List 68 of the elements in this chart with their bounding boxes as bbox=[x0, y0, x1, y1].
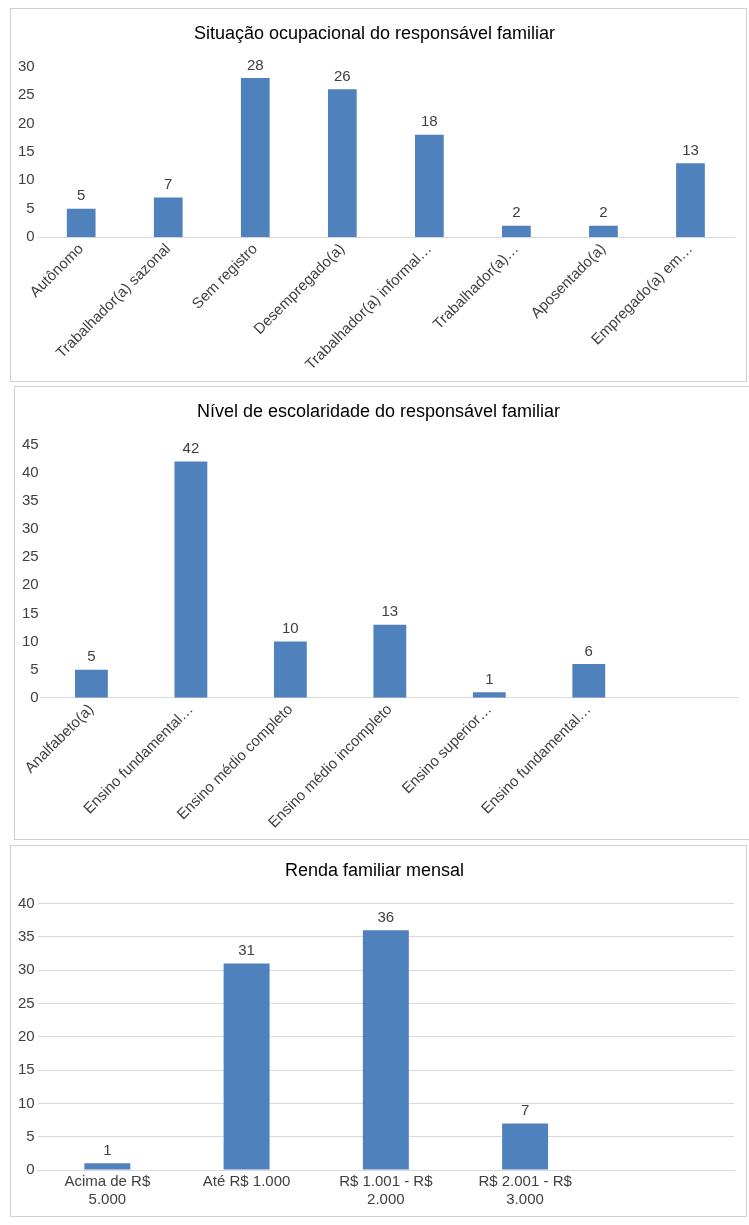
y-tick-label: 35 bbox=[22, 491, 39, 508]
y-tick-label: 0 bbox=[30, 687, 39, 705]
y-tick-label: 15 bbox=[18, 1060, 35, 1078]
data-label: 13 bbox=[381, 602, 399, 620]
data-label: 10 bbox=[282, 619, 299, 637]
data-label: 1 bbox=[103, 1140, 112, 1158]
y-tick-label: 0 bbox=[26, 227, 35, 245]
data-label: 2 bbox=[512, 203, 521, 221]
bar bbox=[572, 664, 606, 698]
x-tick-label: Até R$ 1.000 bbox=[202, 1172, 291, 1190]
bar bbox=[327, 89, 357, 238]
bar bbox=[373, 624, 407, 698]
chart-title: Situação ocupacional do responsável familiar bbox=[193, 22, 556, 43]
y-tick-label: 25 bbox=[18, 993, 35, 1011]
x-tick-label: Acima de R$ 5.000 bbox=[64, 1172, 151, 1208]
data-label: 1 bbox=[485, 669, 494, 687]
y-tick-label: 20 bbox=[18, 113, 35, 131]
y-tick-label: 40 bbox=[22, 462, 39, 480]
y-tick-label: 30 bbox=[18, 56, 35, 74]
data-label: 7 bbox=[164, 175, 173, 193]
y-tick-label: 20 bbox=[18, 1026, 35, 1044]
bar bbox=[153, 197, 183, 238]
chart-title: Nível de escolaridade do responsável familiar bbox=[196, 400, 561, 421]
bar bbox=[273, 641, 307, 698]
y-tick-label: 25 bbox=[22, 547, 39, 565]
bar bbox=[75, 669, 108, 698]
chart-title: Renda familiar mensal bbox=[284, 859, 465, 880]
bar bbox=[240, 77, 270, 238]
y-tick-label: 30 bbox=[22, 519, 39, 537]
data-label: 2 bbox=[599, 203, 608, 221]
bar bbox=[589, 225, 618, 238]
data-label: 5 bbox=[87, 647, 96, 665]
data-label: 13 bbox=[682, 140, 699, 158]
y-tick-label: 10 bbox=[18, 1093, 35, 1111]
data-label: 18 bbox=[421, 112, 438, 130]
y-tick-label: 15 bbox=[22, 603, 39, 621]
y-tick-label: 5 bbox=[26, 198, 35, 216]
bar bbox=[66, 208, 96, 238]
y-tick-label: 5 bbox=[30, 659, 39, 677]
data-label: 42 bbox=[182, 439, 200, 457]
y-tick-label: 0 bbox=[26, 1160, 35, 1178]
y-tick-label: 5 bbox=[26, 1126, 35, 1144]
y-tick-label: 40 bbox=[18, 893, 35, 911]
bar bbox=[502, 225, 531, 238]
x-tick-label: R$ 1.001 - R$ 2.000 bbox=[339, 1172, 434, 1208]
bar bbox=[174, 461, 208, 698]
y-tick-label: 15 bbox=[18, 142, 35, 160]
data-label: 36 bbox=[377, 907, 395, 925]
bar bbox=[84, 1163, 131, 1170]
y-tick-label: 10 bbox=[22, 631, 39, 649]
y-tick-label: 30 bbox=[18, 960, 35, 978]
bar bbox=[676, 163, 705, 238]
y-tick-label: 25 bbox=[18, 85, 35, 103]
y-tick-label: 20 bbox=[22, 575, 39, 593]
data-label: 28 bbox=[246, 55, 264, 73]
data-label: 7 bbox=[520, 1101, 530, 1119]
y-tick-label: 35 bbox=[18, 927, 35, 945]
bar bbox=[502, 1123, 549, 1170]
data-label: 5 bbox=[77, 186, 86, 204]
x-tick-label: R$ 2.001 - R$ 3.000 bbox=[478, 1172, 573, 1208]
y-tick-label: 10 bbox=[18, 170, 35, 188]
data-label: 31 bbox=[238, 941, 255, 959]
y-tick-label: 45 bbox=[22, 434, 39, 452]
bar bbox=[362, 930, 409, 1170]
data-label: 26 bbox=[333, 66, 351, 84]
bar bbox=[415, 134, 444, 238]
data-label: 6 bbox=[584, 641, 593, 659]
bar bbox=[223, 963, 270, 1170]
